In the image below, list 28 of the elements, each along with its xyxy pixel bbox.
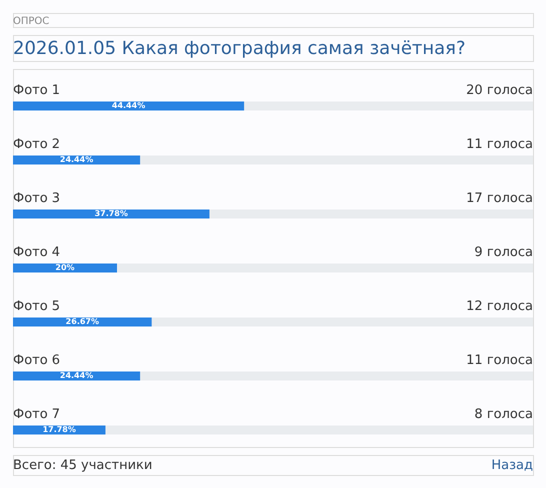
data-label: 26.67% [66, 317, 100, 326]
annotation: 11 голоса [466, 353, 533, 368]
y-tick-label: Фото 1 [13, 83, 60, 98]
chart-subtitle: ОПРОС [13, 16, 50, 27]
text: Назад [491, 458, 534, 473]
bar [13, 372, 140, 380]
bar [13, 156, 140, 164]
text: Всего: 45 участники [13, 458, 152, 473]
bar [13, 264, 117, 272]
annotation: 20 голоса [466, 83, 533, 98]
y-tick-label: Фото 3 [13, 191, 60, 206]
y-tick-label: Фото 4 [13, 245, 60, 260]
data-label: 20% [55, 263, 75, 272]
data-label: 44.44% [112, 101, 146, 110]
annotation: 11 голоса [466, 137, 533, 152]
annotation: 12 голоса [466, 299, 533, 314]
annotation: 17 голоса [466, 191, 533, 206]
y-tick-label: Фото 2 [13, 137, 60, 152]
data-label: 24.44% [60, 371, 94, 380]
data-label: 37.78% [94, 209, 128, 218]
annotation: 9 голоса [474, 245, 533, 260]
data-label: 24.44% [60, 155, 94, 164]
data-label: 17.78% [42, 425, 76, 434]
y-tick-label: Фото 7 [13, 407, 60, 422]
y-tick-label: Фото 5 [13, 299, 60, 314]
chart-title: 2026.01.05 Какая фотография самая зачётная? [13, 38, 466, 59]
y-tick-label: Фото 6 [13, 353, 60, 368]
annotation: 8 голоса [474, 407, 533, 422]
